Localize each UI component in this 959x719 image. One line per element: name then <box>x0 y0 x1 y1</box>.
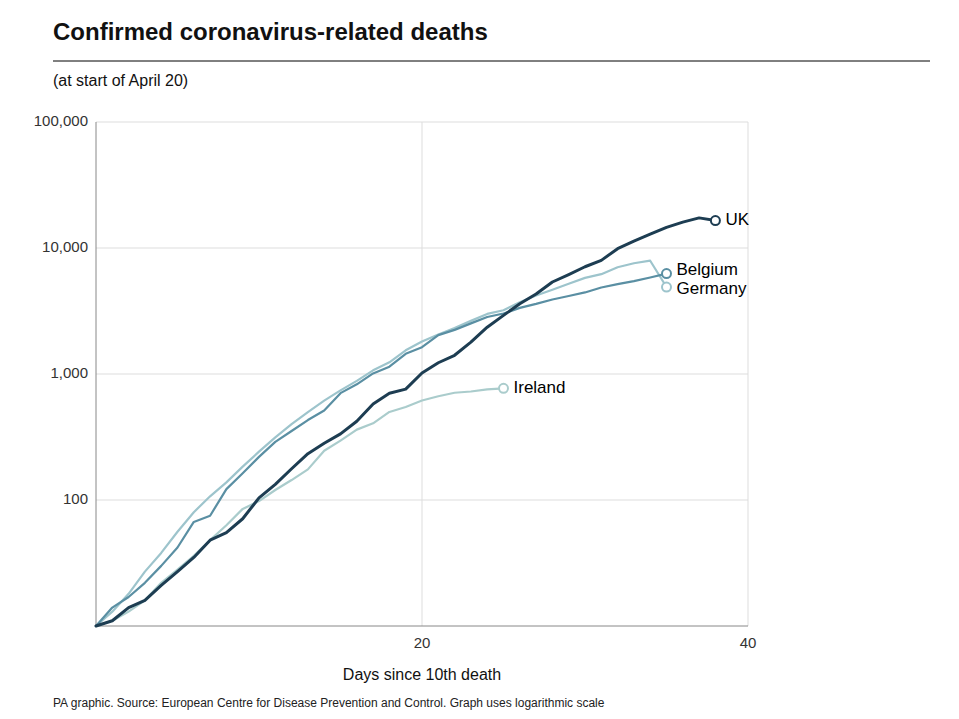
series-label: Belgium <box>677 260 738 279</box>
grid-line-x <box>748 122 749 626</box>
endpoint-marker <box>662 269 671 278</box>
x-axis-line <box>96 626 748 627</box>
data-area <box>96 216 720 626</box>
series-label: UK <box>725 210 749 229</box>
endpoint-marker <box>499 384 508 393</box>
title-rule <box>53 61 930 62</box>
grid <box>96 122 748 626</box>
y-tick-label: 10,000 <box>42 238 88 255</box>
x-tick-label: 40 <box>740 634 757 651</box>
title: Confirmed coronavirus-related deaths <box>53 18 488 45</box>
series-line <box>96 218 715 626</box>
y-axis-line <box>96 122 97 626</box>
endpoint-marker <box>711 216 720 225</box>
x-tick-label: 20 <box>414 634 431 651</box>
y-tick-label: 100 <box>63 490 88 507</box>
subtitle: (at start of April 20) <box>53 72 188 89</box>
y-tick-label: 100,000 <box>34 112 88 129</box>
series-label: Ireland <box>514 378 566 397</box>
chart: Confirmed coronavirus-related deaths (at … <box>0 0 959 719</box>
page: {"chart_data": { "type": "line", "title"… <box>0 0 959 719</box>
source: PA graphic. Source: European Centre for … <box>53 696 605 710</box>
endpoint-marker <box>662 283 671 292</box>
series-line <box>96 261 667 626</box>
series-line <box>96 274 667 626</box>
y-tick-label: 1,000 <box>50 364 88 381</box>
series-label: Germany <box>677 279 747 298</box>
x-axis-label: Days since 10th death <box>343 666 501 683</box>
